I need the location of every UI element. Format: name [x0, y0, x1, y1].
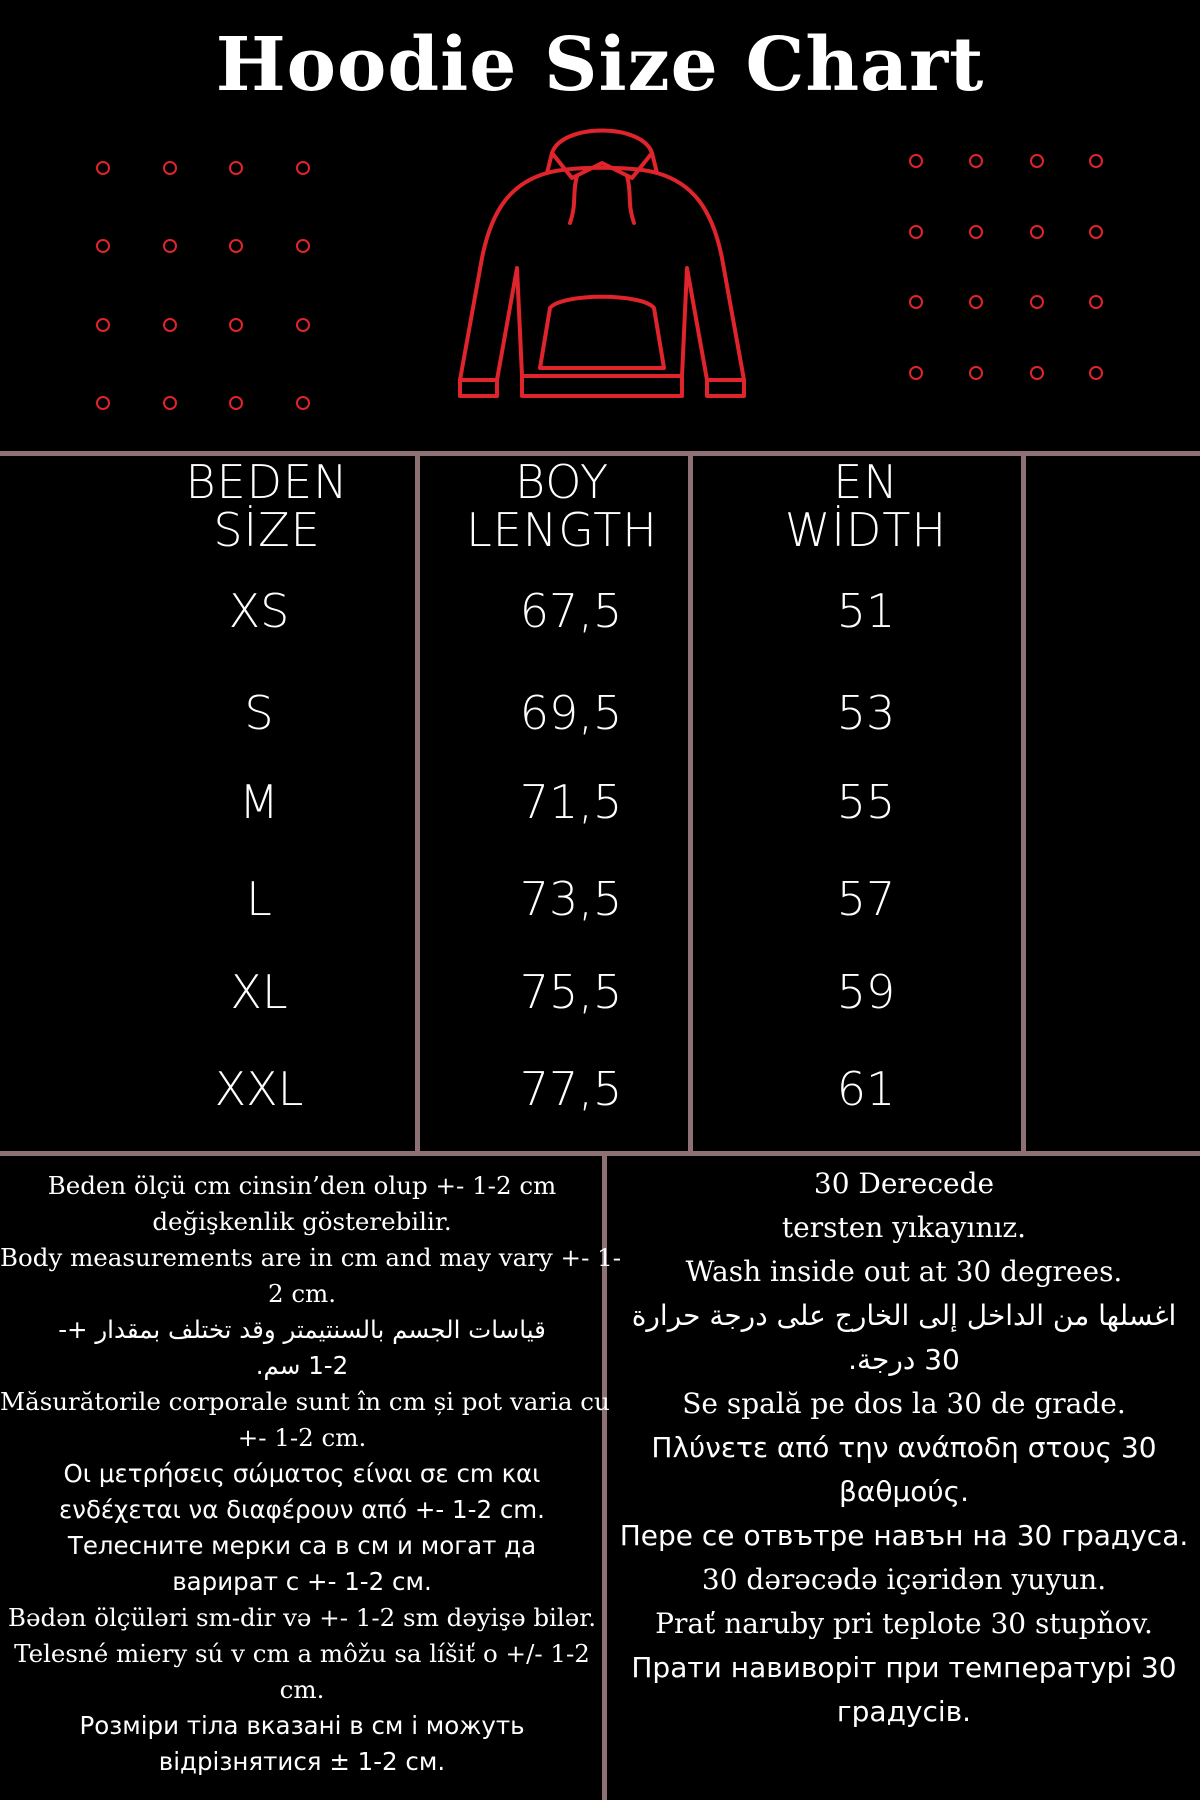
note-line: 30 درجة. — [848, 1343, 960, 1376]
cell-width: 51 — [836, 584, 896, 638]
note-line: cm. — [279, 1675, 325, 1704]
note-line: Telesné miery sú v cm a môžu sa líšiť o … — [14, 1639, 590, 1668]
circle-dot-icon — [229, 318, 243, 332]
cell-size: S — [244, 686, 274, 740]
hoodie-outline-icon — [458, 128, 746, 398]
circle-dot-icon — [96, 239, 110, 253]
cell-size: XS — [228, 584, 290, 638]
divider-table-bottom — [0, 1151, 1200, 1156]
circle-dot-icon — [1089, 366, 1103, 380]
note-line: اغسلها من الداخل إلى الخارج على درجة حرا… — [631, 1299, 1177, 1332]
circle-dot-icon — [909, 366, 923, 380]
note-line: قياسات الجسم بالسنتيمتر وقد تختلف بمقدار… — [58, 1315, 546, 1344]
divider-column-3 — [1021, 451, 1026, 1156]
circle-dot-icon — [909, 225, 923, 239]
note-line: tersten yıkayınız. — [781, 1211, 1027, 1244]
note-line: Οι μετρήσεις σώματος είναι σε cm και — [63, 1459, 541, 1488]
header-size-line2: SİZE — [213, 503, 321, 557]
note-line: варират с +- 1-2 см. — [172, 1567, 432, 1596]
page-title: Hoodie Size Chart — [215, 22, 985, 108]
circle-dot-icon — [1030, 366, 1044, 380]
circle-dot-icon — [229, 239, 243, 253]
note-line: Body measurements are in cm and may vary… — [0, 1243, 622, 1272]
header-width-line2: WİDTH — [784, 503, 948, 557]
circle-dot-icon — [969, 154, 983, 168]
circle-dot-icon — [163, 239, 177, 253]
measurement-note: Beden ölçü cm cinsin’den olup +- 1-2 cm d… — [0, 1168, 622, 1780]
divider-column-2 — [688, 451, 693, 1156]
cell-width: 53 — [836, 686, 896, 740]
circle-dot-icon — [96, 161, 110, 175]
cell-length: 71,5 — [519, 775, 623, 829]
circle-dot-icon — [1089, 154, 1103, 168]
note-line: 30 dərəcədə içəridən yuyun. — [701, 1563, 1107, 1596]
circle-dot-icon — [96, 396, 110, 410]
circle-dot-icon — [229, 161, 243, 175]
cell-width: 57 — [836, 872, 896, 926]
header-length: BOY LENGTH — [466, 458, 658, 554]
note-line: βαθμούς. — [839, 1475, 969, 1508]
circle-dot-icon — [969, 225, 983, 239]
note-line: +- 1-2 cm. — [237, 1423, 367, 1452]
note-line: değişkenlik gösterebilir. — [152, 1207, 452, 1236]
note-line: Bədən ölçüləri sm-dir və +- 1-2 sm dəyiş… — [7, 1603, 597, 1632]
note-line: ενδέχεται να διαφέρουν από +- 1-2 cm. — [59, 1495, 545, 1524]
note-line: Beden ölçü cm cinsin’den olup +- 1-2 cm — [47, 1171, 557, 1200]
cell-size: XXL — [214, 1062, 304, 1116]
circle-dot-icon — [969, 295, 983, 309]
circle-dot-icon — [296, 396, 310, 410]
note-line: 30 Derecede — [813, 1167, 995, 1200]
cell-length: 67,5 — [519, 584, 623, 638]
cell-length: 69,5 — [519, 686, 623, 740]
cell-size: L — [246, 872, 272, 926]
note-line: градусів. — [836, 1695, 972, 1728]
note-line: Măsurătorile corporale sunt în cm și pot… — [0, 1387, 610, 1416]
circle-dot-icon — [1030, 225, 1044, 239]
circle-dot-icon — [1030, 154, 1044, 168]
divider-column-1 — [415, 451, 420, 1156]
note-line: Телесните мерки са в см и могат да — [67, 1531, 537, 1560]
circle-dot-icon — [229, 396, 243, 410]
circle-dot-icon — [1089, 225, 1103, 239]
cell-length: 77,5 — [519, 1062, 623, 1116]
header-length-line2: LENGTH — [466, 503, 658, 557]
note-line: Πλύνετε από την ανάποδη στους 30 — [651, 1431, 1157, 1464]
cell-width: 55 — [836, 775, 896, 829]
cell-size: XL — [230, 965, 288, 1019]
circle-dot-icon — [1089, 295, 1103, 309]
circle-dot-icon — [296, 239, 310, 253]
circle-dot-icon — [909, 154, 923, 168]
cell-size: M — [239, 775, 279, 829]
cell-width: 61 — [836, 1062, 896, 1116]
circle-dot-icon — [96, 318, 110, 332]
note-line: Пере се отвътре навън на 30 градуса. — [619, 1519, 1189, 1552]
note-line: Prať naruby pri teplote 30 stupňov. — [655, 1607, 1153, 1640]
circle-dot-icon — [909, 295, 923, 309]
circle-dot-icon — [163, 161, 177, 175]
note-line: Розміри тіла вказані в см і можуть — [79, 1711, 525, 1740]
circle-dot-icon — [296, 161, 310, 175]
note-line: 2 cm. — [267, 1279, 337, 1308]
wash-note: 30 Derecede tersten yıkayınız. Wash inside… — [608, 1162, 1200, 1734]
note-line: Прати навиворіт при температурі 30 — [631, 1651, 1177, 1684]
note-line: відрізнятися ± 1-2 см. — [158, 1747, 446, 1776]
circle-dot-icon — [163, 396, 177, 410]
header-size: BEDEN SİZE — [185, 458, 348, 554]
note-line: Se spală pe dos la 30 de grade. — [682, 1387, 1126, 1420]
cell-length: 73,5 — [519, 872, 623, 926]
circle-dot-icon — [163, 318, 177, 332]
header-length-line1: BOY — [514, 455, 610, 509]
cell-length: 75,5 — [519, 965, 623, 1019]
divider-notes — [602, 1156, 607, 1800]
circle-dot-icon — [296, 318, 310, 332]
circle-dot-icon — [1030, 295, 1044, 309]
cell-width: 59 — [836, 965, 896, 1019]
circle-dot-icon — [969, 366, 983, 380]
divider-top — [0, 451, 1200, 456]
header-size-line1: BEDEN — [185, 455, 349, 509]
note-line: Wash inside out at 30 degrees. — [685, 1255, 1123, 1288]
note-line: 1-2 سم. — [255, 1351, 349, 1380]
header-width-line1: EN — [833, 455, 899, 509]
header-width: EN WİDTH — [785, 458, 947, 554]
